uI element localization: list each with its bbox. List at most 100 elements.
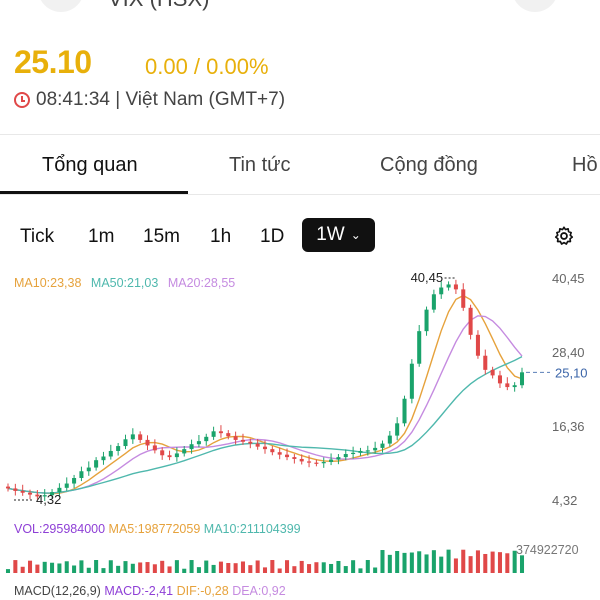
candle-body	[50, 492, 55, 496]
volume-bar	[13, 560, 18, 573]
min-price-label: 4,32	[36, 492, 61, 507]
tab-bar: Tổng quan Tin tức Cộng đồng Hồ	[0, 142, 600, 194]
volume-bar	[512, 550, 517, 573]
ma50-line	[7, 355, 523, 494]
timeframe-1m[interactable]: 1m	[88, 226, 115, 247]
volume-bar	[94, 560, 99, 573]
volume-bar	[497, 552, 502, 573]
back-button[interactable]	[38, 0, 84, 12]
volume-bar	[255, 560, 260, 573]
volume-bar	[483, 553, 488, 573]
timeframe-1h[interactable]: 1h	[210, 226, 232, 247]
macd-value: MACD:-2,41	[104, 584, 174, 598]
macd-label: MACD(12,26,9)	[14, 584, 101, 598]
candle-body	[270, 449, 275, 453]
candle-body	[343, 454, 348, 458]
volume-legend: VOL:295984000 MA5:198772059 MA10:2111043…	[14, 522, 301, 536]
candle-body	[101, 456, 106, 461]
volume-bar	[189, 560, 194, 573]
candle-body	[336, 457, 341, 460]
dif-value: DIF:-0,28	[176, 584, 229, 598]
volume-bar	[446, 549, 451, 573]
candle-body	[292, 457, 297, 459]
candle-body	[13, 488, 18, 491]
candle-body	[233, 436, 238, 440]
volume-bar	[351, 560, 356, 573]
candle-body	[329, 459, 334, 463]
y-tick-label: 28,40	[552, 345, 585, 360]
candle-body	[468, 307, 473, 335]
volume-bar	[299, 560, 304, 573]
ma20-line	[7, 315, 523, 494]
candle-body	[248, 441, 253, 444]
candle-body	[218, 431, 223, 434]
candle-body	[505, 383, 510, 388]
ma50-legend: MA50:21,03	[90, 276, 159, 290]
volume-max-label: 374922720	[516, 543, 579, 557]
volume-bar	[505, 553, 510, 573]
volume-bar	[130, 563, 135, 573]
candle-body	[226, 433, 231, 437]
volume-bar	[387, 554, 392, 573]
volume-bar	[182, 568, 187, 573]
candle-body	[431, 294, 436, 310]
volume-bar	[519, 555, 525, 573]
top-header: VIX (HSX)	[0, 0, 600, 14]
candle-body	[196, 441, 201, 445]
candle-body	[497, 375, 502, 384]
header-action-button[interactable]	[512, 0, 558, 12]
volume-ma10: MA10:211104399	[203, 522, 301, 536]
candle-body	[490, 369, 495, 376]
candle-body	[35, 494, 40, 497]
candle-body	[145, 439, 150, 446]
volume-bar	[167, 566, 172, 573]
volume-bar	[262, 567, 268, 573]
candle-body	[461, 289, 466, 308]
divider	[0, 134, 600, 135]
candle-body	[475, 334, 480, 356]
volume-bar	[417, 551, 422, 573]
candle-body	[307, 461, 312, 463]
ticker-title: VIX (HSX)	[108, 0, 209, 12]
timeframe-tick[interactable]: Tick	[20, 226, 55, 247]
candle-body	[57, 487, 62, 493]
ma20-legend: MA20:28,55	[167, 276, 236, 290]
tab-overview[interactable]: Tổng quan	[42, 154, 138, 176]
tab-news[interactable]: Tin tức	[229, 154, 291, 176]
ma10-legend: MA10:23,38	[14, 276, 82, 290]
candle-body	[439, 287, 444, 295]
volume-bar	[174, 560, 179, 573]
candle-body	[86, 467, 91, 472]
candle-body	[130, 434, 135, 440]
volume-bar	[365, 560, 370, 573]
timeframe-1d[interactable]: 1D	[260, 226, 285, 247]
candle-body	[351, 452, 356, 455]
timestamp-row: 08:41:34 | Việt Nam (GMT+7)	[14, 89, 285, 111]
volume-bar	[307, 564, 312, 573]
timeframe-15m[interactable]: 15m	[143, 226, 180, 247]
candle-body	[123, 439, 128, 447]
candle-body	[483, 355, 488, 370]
candle-body	[409, 363, 414, 399]
volume-bar	[196, 567, 201, 573]
timeframe-1w-dropdown[interactable]: 1W ⌄	[302, 218, 375, 252]
settings-gear-icon[interactable]	[553, 225, 575, 247]
tab-community[interactable]: Cộng đồng	[380, 154, 478, 176]
y-tick-label: 4,32	[552, 493, 577, 508]
volume-value: VOL:295984000	[14, 522, 106, 536]
price-chart[interactable]: 40,45 28,40 16,36 4,32 40,45 4,32 25,10 3749227…	[0, 262, 600, 580]
volume-bar	[152, 564, 157, 573]
candle-body	[240, 439, 245, 442]
timeframe-1w-label: 1W	[316, 224, 345, 245]
candle-body	[211, 431, 216, 437]
tab-more[interactable]: Hồ	[572, 154, 598, 176]
candle-body	[314, 462, 319, 464]
volume-bar	[292, 566, 297, 573]
volume-bar	[240, 561, 245, 573]
current-price-label: 25,10	[555, 365, 588, 380]
candle-body	[395, 423, 400, 436]
volume-bar	[218, 561, 223, 573]
candle-body	[358, 450, 363, 453]
volume-bar	[20, 566, 25, 573]
candle-body	[262, 446, 268, 450]
